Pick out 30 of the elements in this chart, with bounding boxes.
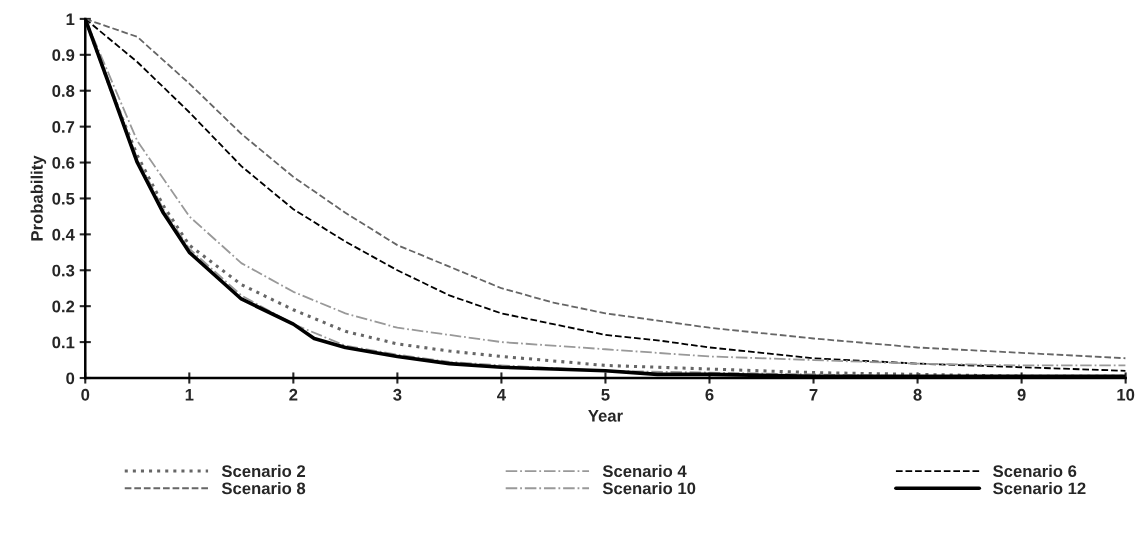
legend-label: Scenario 10: [602, 482, 696, 495]
x-tick-label: 3: [393, 388, 402, 401]
x-tick-label: 9: [1017, 388, 1026, 401]
legend-label: Scenario 6: [993, 464, 1077, 478]
x-tick-label: 6: [705, 388, 714, 401]
x-axis-title: Year: [588, 410, 623, 422]
x-tick-label: 10: [1117, 388, 1135, 401]
legend-label: Scenario 12: [993, 482, 1086, 495]
x-tick-label: 0: [81, 388, 90, 401]
x-tick-label: 4: [497, 389, 506, 401]
y-tick-label: 0: [66, 372, 75, 385]
y-tick-label: 0.5: [52, 192, 75, 205]
x-tick-label: 2: [289, 388, 298, 401]
x-tick-label: 8: [913, 388, 922, 401]
x-tick-label: 1: [185, 389, 194, 401]
y-tick-label: 1: [66, 13, 75, 25]
legend-label: Scenario 4: [602, 464, 687, 478]
y-tick-label: 0.8: [52, 85, 75, 97]
y-tick-label: 0.6: [52, 156, 75, 169]
y-axis-title: Probability: [30, 155, 47, 241]
y-tick-label: 0.2: [52, 300, 75, 313]
y-tick-label: 0.1: [52, 336, 75, 349]
y-tick-label: 0.4: [52, 228, 75, 241]
y-tick-label: 0.9: [52, 49, 75, 62]
legend-label: Scenario 8: [221, 482, 306, 495]
x-tick-label: 5: [601, 389, 610, 401]
y-tick-label: 0.7: [52, 121, 75, 133]
legend-label: Scenario 2: [221, 464, 306, 478]
x-tick-label: 7: [809, 389, 818, 401]
y-tick-label: 0.3: [52, 264, 75, 277]
